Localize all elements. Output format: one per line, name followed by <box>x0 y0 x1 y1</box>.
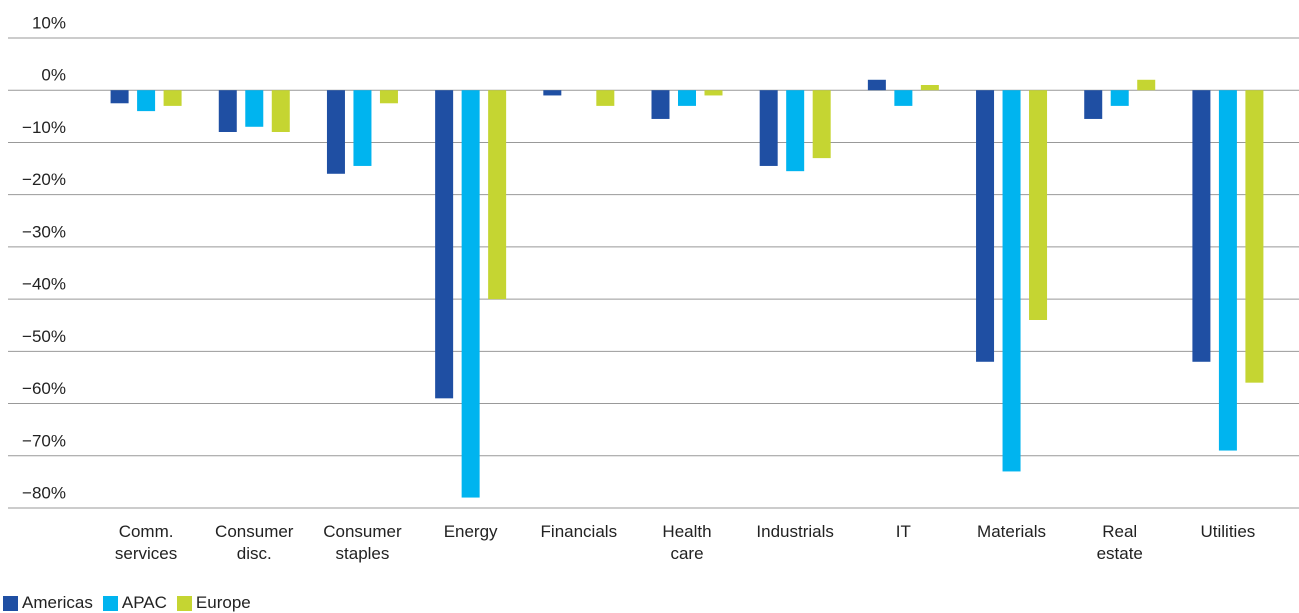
legend-item: Americas <box>3 593 93 613</box>
bar <box>1002 90 1021 472</box>
x-tick-label: Energy <box>443 522 498 541</box>
bar <box>461 90 480 498</box>
bar <box>759 90 778 166</box>
bar <box>1137 79 1156 91</box>
bar <box>1029 90 1048 320</box>
bar <box>920 85 939 91</box>
bar <box>353 90 372 166</box>
bar <box>894 90 913 106</box>
bar <box>1218 90 1237 451</box>
x-tick-label: IT <box>895 522 911 541</box>
x-tick-label: Materials <box>977 522 1047 541</box>
bar <box>1110 90 1129 106</box>
bar <box>786 90 805 172</box>
legend-label: Europe <box>195 593 251 612</box>
legend-swatch <box>102 595 118 611</box>
bar <box>245 90 264 127</box>
legend-item: Europe <box>176 593 251 613</box>
x-tick-label: Consumer disc. <box>215 522 294 563</box>
y-tick-label: −50% <box>22 327 66 346</box>
legend-label: Americas <box>22 593 93 612</box>
y-tick-label: −80% <box>22 483 66 502</box>
bar <box>867 79 886 91</box>
x-tick-label: Financials <box>540 522 618 541</box>
bar <box>218 90 237 132</box>
x-tick-label: Comm. services <box>114 522 178 563</box>
x-tick-label: Real estate <box>1096 522 1143 563</box>
x-tick-label: Industrials <box>756 522 834 541</box>
x-tick-label: Consumer staples <box>323 522 402 563</box>
legend: Americas APAC Europe <box>3 593 261 613</box>
bar <box>1084 90 1103 119</box>
bar <box>488 90 507 300</box>
bar <box>271 90 290 132</box>
bar <box>110 90 129 104</box>
y-tick-label: −70% <box>22 431 66 450</box>
bar <box>678 90 696 106</box>
bar <box>651 90 670 119</box>
bar <box>1192 90 1211 362</box>
y-tick-label: −30% <box>22 222 66 241</box>
bar <box>543 90 562 96</box>
legend-label: APAC <box>121 593 167 612</box>
x-tick-label: Health care <box>662 522 712 563</box>
y-tick-label: −20% <box>22 170 66 189</box>
bar <box>596 90 615 106</box>
bar <box>137 90 156 112</box>
bar <box>326 90 345 174</box>
bar <box>163 90 182 106</box>
bar <box>435 90 454 399</box>
bar <box>1245 90 1264 383</box>
y-tick-label: 0% <box>41 66 66 85</box>
y-tick-label: −60% <box>22 379 66 398</box>
bar <box>379 90 398 104</box>
x-tick-label: Utilities <box>1200 522 1256 541</box>
legend-swatch <box>3 595 18 611</box>
bar <box>976 90 995 362</box>
y-tick-label: −40% <box>22 275 66 294</box>
y-tick-label: 10% <box>32 13 66 32</box>
y-tick-label: −10% <box>22 118 66 137</box>
bar <box>812 90 831 159</box>
legend-swatch <box>176 595 192 611</box>
bar <box>704 90 723 96</box>
legend-item: APAC <box>102 593 167 613</box>
